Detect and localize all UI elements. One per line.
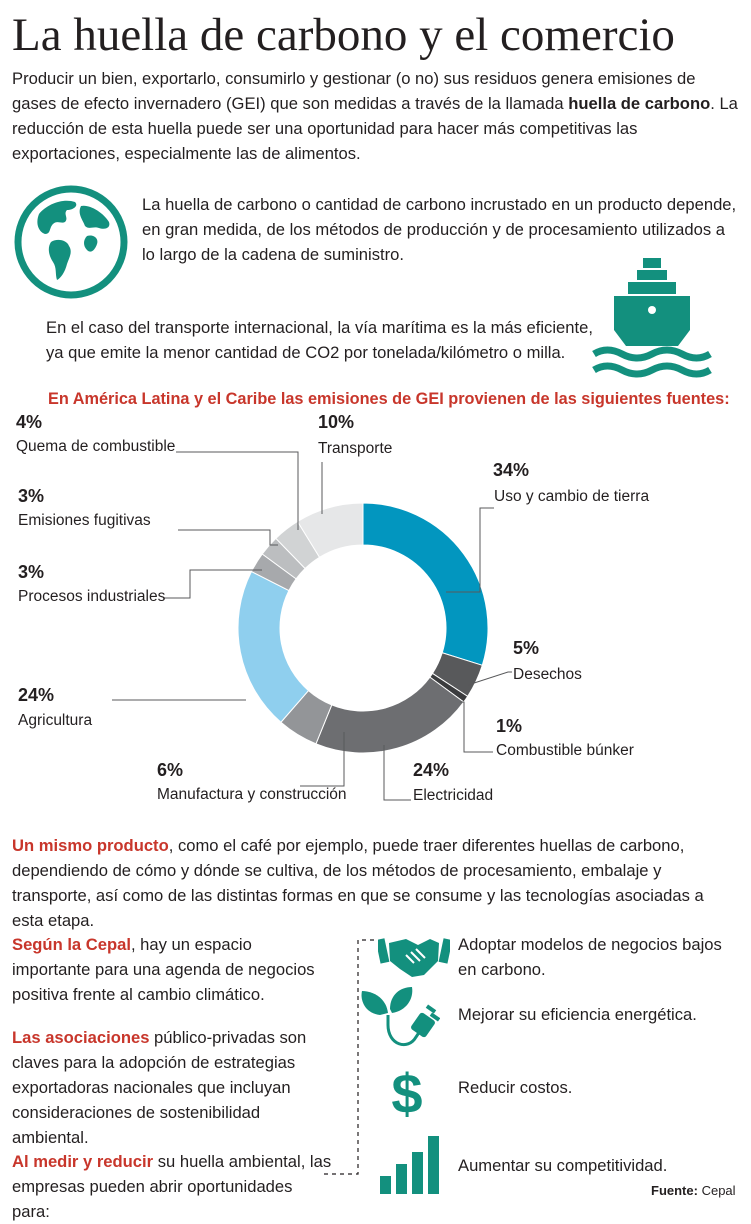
- leader-line-fuel-burning: [176, 451, 299, 530]
- cepal-paragraph: Según la Cepal, hay un espacio important…: [12, 932, 334, 1007]
- donut-slice-electricity: [315, 676, 465, 754]
- opportunity-item-3: Reducir costos.: [458, 1078, 573, 1097]
- bracket-connector: [320, 939, 374, 1175]
- slice-value-waste: 5%: [513, 638, 540, 658]
- measure-paragraph: Al medir y reducir su huella ambiental, …: [12, 1149, 334, 1224]
- measure-lead: Al medir y reducir: [12, 1152, 154, 1171]
- cepal-lead: Según la Cepal: [12, 935, 131, 954]
- leader-line-industrial: [163, 569, 262, 599]
- slice-label-land-use: Uso y cambio de tierra: [494, 488, 650, 505]
- intro-bold-term: huella de carbono: [568, 94, 711, 113]
- donut-slices: [237, 502, 489, 754]
- leader-line-manufacturing: [300, 732, 345, 787]
- leader-line-electricity: [383, 745, 411, 801]
- same-product-lead: Un mismo producto: [12, 836, 169, 855]
- intro-text-end: . La reducción de esta huella puede ser …: [12, 94, 738, 163]
- donut-slice-agriculture: [237, 570, 310, 723]
- slice-value-fuel-burning: 4%: [16, 412, 43, 432]
- bar-chart-icon: [380, 1136, 439, 1194]
- ship-paragraph: En el caso del transporte internacional,…: [46, 318, 593, 362]
- slice-label-industrial: Procesos industriales: [18, 588, 166, 605]
- slice-label-waste: Desechos: [513, 666, 582, 683]
- slice-label-transport: Transporte: [318, 440, 393, 457]
- slice-value-agriculture: 24%: [18, 685, 55, 705]
- partnerships-lead: Las asociaciones: [12, 1028, 150, 1047]
- same-product-text: , como el café por ejemplo, puede traer …: [12, 836, 704, 930]
- partnerships-paragraph: Las asociaciones público-privadas son cl…: [12, 1025, 334, 1150]
- chart-title: En América Latina y el Caribe las emisio…: [48, 390, 730, 408]
- cepal-text: , hay un espacio importante para una age…: [12, 935, 315, 1004]
- svg-text:$: $: [391, 1063, 422, 1121]
- slice-label-fuel-burning: Quema de combustible: [16, 438, 176, 455]
- globe-icon: [14, 185, 128, 299]
- slice-label-bunker: Combustible búnker: [496, 742, 634, 759]
- slice-value-manufacturing: 6%: [157, 760, 184, 780]
- slice-value-land-use: 34%: [493, 460, 530, 480]
- leader-line-fugitive: [178, 529, 278, 546]
- globe-paragraph: La huella de carbono o cantidad de carbo…: [142, 195, 737, 264]
- slice-label-electricity: Electricidad: [413, 787, 494, 804]
- donut-slice-transport: [296, 502, 364, 558]
- plant-plug-icon: [361, 987, 440, 1047]
- slice-value-transport: 10%: [318, 412, 355, 432]
- intro-text-start: Producir un bien, exportarlo, consumirlo…: [12, 69, 696, 113]
- leader-lines: [112, 451, 512, 801]
- source-label: Fuente:: [651, 1183, 698, 1198]
- source-value: Cepal: [701, 1183, 736, 1198]
- slice-label-agriculture: Agricultura: [18, 712, 93, 729]
- slice-label-fugitive: Emisiones fugitivas: [18, 512, 151, 529]
- slice-value-bunker: 1%: [496, 716, 523, 736]
- page-title: La huella de carbono y el comercio: [12, 9, 675, 61]
- opportunity-item-1: Adoptar modelos de negocios bajos en car…: [458, 935, 722, 979]
- donut-slice-land-use: [362, 502, 489, 666]
- partnerships-text: público-privadas son claves para la adop…: [12, 1028, 307, 1147]
- slice-value-electricity: 24%: [413, 760, 450, 780]
- leader-line-waste: [452, 671, 512, 686]
- intro-paragraph: Producir un bien, exportarlo, consumirlo…: [12, 66, 740, 166]
- opportunity-item-4: Aumentar su competitividad.: [458, 1156, 668, 1175]
- slice-value-fugitive: 3%: [18, 486, 45, 506]
- slice-value-industrial: 3%: [18, 562, 45, 582]
- emissions-donut-chart: [112, 451, 512, 801]
- ship-icon: [592, 258, 712, 378]
- slice-label-manufacturing: Manufactura y construcción: [157, 786, 347, 803]
- opportunity-item-2: Mejorar su eficiencia energética.: [458, 1005, 697, 1024]
- source-note: Fuente: Cepal: [651, 1183, 736, 1198]
- dollar-icon: $: [391, 1063, 422, 1121]
- leader-line-land-use: [446, 507, 494, 593]
- leader-line-bunker: [460, 701, 493, 753]
- handshake-icon: [378, 938, 450, 977]
- same-product-paragraph: Un mismo producto, como el café por ejem…: [12, 833, 738, 933]
